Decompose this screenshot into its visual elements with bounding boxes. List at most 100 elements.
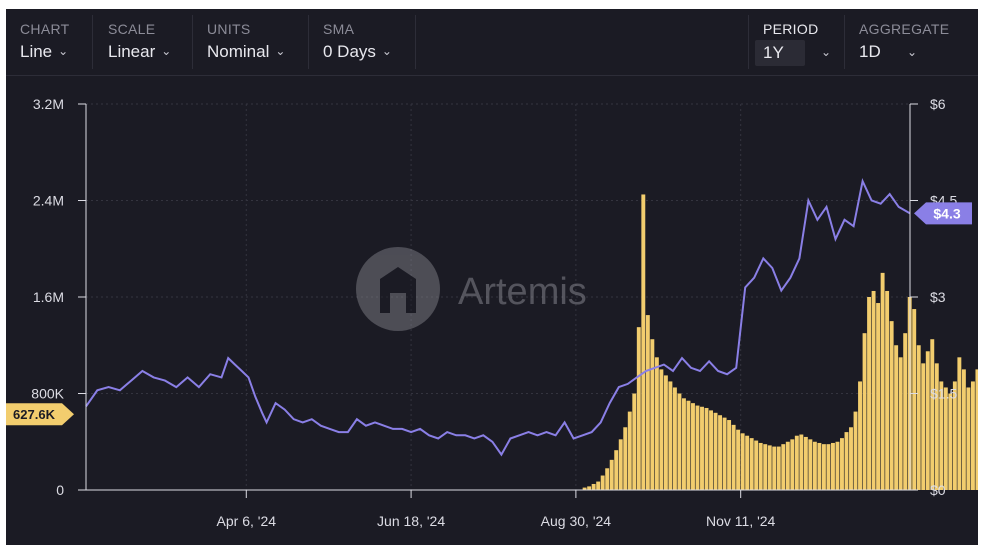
volume-bar [700,406,704,490]
volume-bar [903,333,908,490]
volume-bar [668,381,673,490]
volume-bar [582,487,587,490]
units-value: Nominal [207,42,270,61]
volume-bar [591,483,596,490]
volume-bar [645,315,650,490]
volume-bar [867,297,872,490]
y-left-tick-label: 2.4M [33,193,64,209]
y-right-tick-label: $0 [930,482,946,498]
volume-bar [686,400,691,490]
volume-bar [934,363,939,490]
volume-bar [767,445,772,490]
volume-bar [713,412,718,490]
volume-bar [763,444,768,490]
volume-bar [794,435,799,490]
x-tick-label: Aug 30, '24 [541,513,612,529]
volume-bar [921,363,926,490]
volume-bar [745,435,750,490]
volume-bar [623,427,628,490]
y-right-tick-label: $3 [930,289,946,305]
volume-bar [790,439,795,490]
volume-bar [840,438,844,490]
volume-bar [853,411,858,490]
aggregate-value: 1D [859,42,881,61]
chevron-down-icon: ⌄ [161,44,172,58]
volume-bar [627,411,632,490]
y-left-tick-label: 1.6M [33,289,64,305]
volume-bar [835,441,840,490]
price-badge-text: $4.3 [933,205,960,221]
volume-bar [916,345,921,490]
volume-bar [722,417,727,490]
volume-bar [930,339,935,490]
volume-bar [939,381,944,490]
volume-bar [957,357,962,490]
volume-bar [618,439,623,490]
volume-bar [641,194,646,490]
volume-bar [736,429,741,490]
period-value-box[interactable]: 1Y [755,40,805,66]
volume-bar [871,290,876,490]
chevron-down-icon: ⌄ [821,45,832,59]
volume-bars [582,194,978,490]
volume-bar [885,290,890,490]
volume-bar [948,393,953,490]
units-dropdown[interactable]: UNITS Nominal ⌄ [193,9,307,75]
y-right-tick-label: $1.5 [930,386,957,402]
volume-bar [975,369,978,490]
volume-bar [740,433,745,490]
volume-bar [849,427,853,490]
volume-bar [731,424,736,490]
volume-bar [677,393,682,490]
volume-bar [803,436,808,490]
volume-bar [672,387,677,490]
sma-label: SMA [323,21,355,37]
scale-label: SCALE [108,21,156,37]
volume-bar [943,387,948,490]
volume-bar [663,375,668,490]
volume-bar [650,339,655,490]
volume-bar [695,405,700,490]
chart-type-dropdown[interactable]: CHART Line ⌄ [6,9,92,75]
volume-bar [898,357,903,490]
volume-bar [754,440,759,490]
x-tick-label: Nov 11, '24 [706,513,776,529]
watermark-text: Artemis [458,271,587,313]
volume-bar [776,446,781,490]
volume-bar [758,442,763,490]
volume-bar [858,381,862,490]
volume-bar [654,357,659,490]
scale-value: Linear [108,42,156,61]
volume-bar [609,459,614,490]
volume-bar [889,321,894,490]
units-label: UNITS [207,21,251,37]
chart-type-value: Line [20,42,53,61]
toolbar-divider [308,15,309,69]
aggregate-dropdown[interactable]: AGGREGATE 1D ⌄ [845,9,978,75]
chart-area: Artemis 0800K1.6M2.4M3.2M$0$1.5$3$4.5$6A… [6,96,978,529]
volume-bar [704,407,709,490]
grid-layer [86,103,910,490]
chevron-down-icon: ⌄ [381,44,392,58]
volume-bar [970,381,975,490]
volume-bar [727,420,732,490]
chart-toolbar: CHART Line ⌄ SCALE Linear ⌄ UNITS Nominal ⌄… [6,9,978,76]
volume-bar [817,442,822,490]
volume-bar [830,442,835,490]
volume-bar [636,327,641,490]
volume-bar [596,481,601,490]
watermark: Artemis [356,247,587,331]
volume-bar [785,441,790,490]
scale-dropdown[interactable]: SCALE Linear ⌄ [94,9,191,75]
y-left-tick-label: 3.2M [33,96,64,112]
sma-value: 0 Days [323,42,376,61]
volume-bar [912,309,917,490]
y-left-tick-label: 800K [31,386,64,402]
volume-badge-text: 627.6K [13,407,56,422]
volume-bar [632,393,637,490]
volume-bar [876,303,881,490]
period-dropdown[interactable]: PERIOD 1Y ⌄ [749,9,843,75]
sma-dropdown[interactable]: SMA 0 Days ⌄ [309,9,415,75]
toolbar-divider [748,15,749,69]
y-left-tick-label: 0 [56,482,64,498]
